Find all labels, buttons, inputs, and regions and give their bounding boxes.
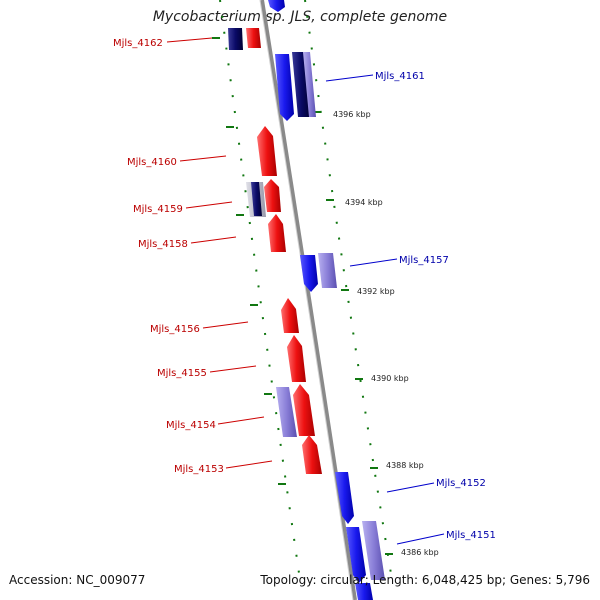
gene-mjls-4157[interactable] [300, 253, 337, 292]
scale-tick-label: 4388 kbp [386, 461, 424, 470]
gene-mjls-4161[interactable] [275, 52, 316, 121]
gene-mjls-4152[interactable] [335, 472, 354, 524]
scale-tick-label: 4386 kbp [401, 548, 439, 557]
gene-mjls-4155[interactable] [287, 335, 306, 382]
scale-tick-label: 4392 kbp [357, 287, 395, 296]
gene-label-group-plus: Mjls_4161 Mjls_4157 Mjls_4152 Mjls_4151 [325, 71, 496, 545]
gene-mjls-4153[interactable] [302, 435, 322, 474]
scale-tick-label: 4394 kbp [345, 198, 383, 207]
gene-label[interactable]: Mjls_4153 [174, 464, 224, 475]
gene-mjls-4160[interactable] [257, 126, 277, 176]
gene-label[interactable]: Mjls_4157 [399, 255, 449, 266]
gene-mjls-4162[interactable] [228, 28, 261, 50]
gene-label[interactable]: Mjls_4160 [127, 157, 177, 168]
gene-fragment-top[interactable] [268, 0, 285, 12]
gene-mjls-4151[interactable] [346, 521, 385, 600]
genome-stats-text: Topology: circular; Length: 6,048,425 bp… [260, 573, 590, 587]
gene-mjls-4158[interactable] [268, 214, 286, 252]
minus-strand-ring [219, 0, 301, 581]
gene-label[interactable]: Mjls_4151 [446, 530, 496, 541]
genome-backbone-highlight [259, 0, 354, 600]
gene-mjls-4156[interactable] [281, 298, 299, 333]
gene-mjls-4154[interactable] [276, 384, 315, 437]
gene-label[interactable]: Mjls_4156 [150, 324, 200, 335]
gene-label[interactable]: Mjls_4154 [166, 420, 216, 431]
gene-label[interactable]: Mjls_4161 [375, 71, 425, 82]
gene-label[interactable]: Mjls_4162 [113, 38, 163, 49]
gene-mjls-4159[interactable] [246, 179, 281, 217]
gene-label[interactable]: Mjls_4155 [157, 368, 207, 379]
gene-label[interactable]: Mjls_4152 [436, 478, 486, 489]
gene-label[interactable]: Mjls_4159 [133, 204, 183, 215]
scale-tick-label: 4390 kbp [371, 374, 409, 383]
accession-text: Accession: NC_009077 [9, 573, 146, 587]
gene-label[interactable]: Mjls_4158 [138, 239, 188, 250]
gene-label-group-minus: Mjls_4162 Mjls_4160 Mjls_4159 Mjls_4158 … [113, 37, 273, 475]
map-title: Mycobacterium sp. JLS, complete genome [152, 9, 448, 25]
scale-tick-label: 4396 kbp [333, 110, 371, 119]
